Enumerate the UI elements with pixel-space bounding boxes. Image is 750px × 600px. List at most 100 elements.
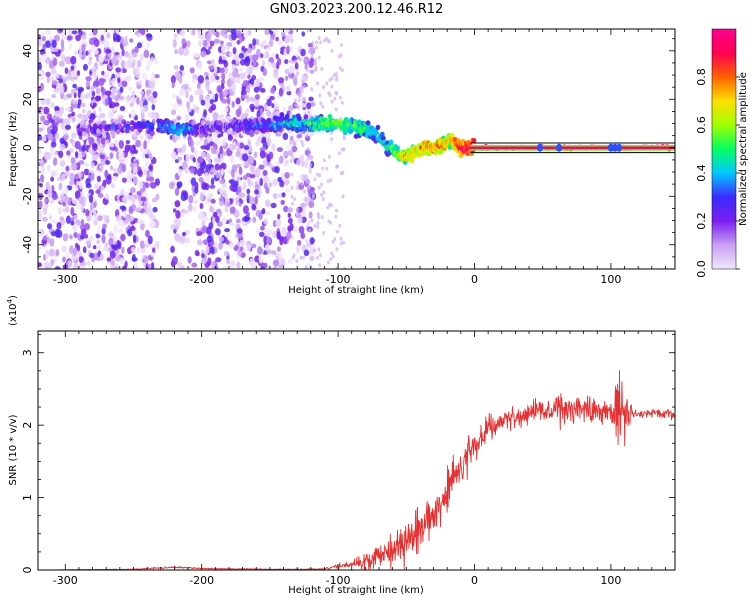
noise-point	[50, 145, 54, 153]
noise-point	[85, 178, 91, 187]
noise-point	[322, 190, 326, 195]
colorbar-tick-label: 0.2	[695, 212, 708, 230]
noise-point	[92, 212, 99, 221]
colorbar-label: Normalized spectral amplitude	[738, 72, 749, 226]
noise-point	[339, 241, 343, 246]
ridge-point	[296, 115, 302, 122]
noise-point	[329, 178, 333, 183]
noise-point	[120, 60, 126, 69]
x-tick-label: -100	[326, 273, 351, 286]
noise-point	[218, 55, 223, 63]
noise-point	[239, 72, 246, 80]
noise-point	[226, 202, 231, 207]
noise-point	[296, 180, 300, 185]
noise-point	[277, 57, 282, 66]
noise-point	[257, 246, 263, 255]
noise-point	[262, 67, 267, 77]
noise-point	[40, 98, 46, 106]
noise-point	[117, 76, 121, 83]
noise-point	[270, 202, 277, 209]
noise-point	[305, 179, 311, 184]
noise-point	[38, 245, 42, 253]
noise-point	[101, 234, 106, 244]
noise-point	[338, 95, 342, 100]
ridge-point	[277, 124, 283, 130]
x-tick-label: 100	[600, 273, 621, 286]
noise-point	[42, 216, 48, 222]
noise-point	[80, 205, 84, 213]
noise-point	[278, 87, 284, 97]
noise-point	[128, 206, 134, 215]
noise-point	[64, 170, 70, 177]
noise-point	[333, 96, 337, 101]
snr-panel: -300 -200 -100 0 100 0 1 2 3 Height of straight …	[6, 295, 676, 596]
noise-point	[109, 143, 115, 148]
noise-point	[290, 194, 294, 199]
y-tick-label: -20	[21, 187, 34, 205]
noise-point	[204, 175, 210, 182]
noise-point	[118, 139, 124, 149]
x-tick-label: -100	[326, 574, 351, 587]
y-tick-label: 0	[21, 567, 34, 574]
noise-point	[254, 94, 260, 100]
noise-point	[259, 87, 266, 93]
noise-point	[55, 249, 60, 257]
noise-point	[288, 32, 293, 41]
noise-point	[81, 44, 86, 53]
noise-point	[304, 63, 308, 70]
noise-point	[130, 246, 136, 252]
noise-point	[209, 74, 215, 83]
noise-point	[136, 32, 141, 38]
noise-point	[242, 175, 248, 181]
noise-point	[58, 60, 65, 67]
noise-point	[38, 69, 43, 75]
noise-point	[249, 164, 255, 173]
noise-point	[100, 185, 105, 191]
noise-point	[152, 58, 159, 65]
noise-point	[137, 180, 144, 190]
noise-point	[318, 173, 322, 178]
noise-point	[44, 197, 49, 205]
noise-point	[305, 238, 309, 244]
noise-point	[80, 228, 87, 236]
noise-point	[70, 65, 75, 71]
noise-point	[71, 162, 78, 171]
noise-point	[50, 102, 55, 108]
noise-point	[296, 104, 300, 109]
noise-point	[97, 137, 101, 146]
noise-point	[259, 150, 266, 159]
noise-point	[249, 258, 255, 267]
noise-point	[140, 196, 147, 202]
noise-point	[309, 255, 315, 261]
noise-point	[319, 101, 323, 106]
noise-point	[49, 238, 55, 247]
noise-point	[207, 60, 212, 65]
noise-point	[258, 76, 264, 82]
noise-point	[109, 101, 116, 109]
noise-point	[173, 33, 178, 39]
noise-point	[306, 29, 310, 33]
noise-point	[192, 29, 196, 36]
noise-point	[261, 136, 267, 143]
noise-point	[320, 215, 324, 220]
noise-point	[322, 38, 326, 43]
noise-point	[272, 259, 279, 267]
noise-point	[264, 229, 271, 237]
noise-point	[64, 124, 71, 130]
spectrogram-frame	[37, 28, 676, 270]
noise-point	[231, 101, 235, 108]
noise-point	[220, 40, 224, 46]
noise-point	[154, 74, 160, 79]
noise-point	[289, 159, 293, 164]
noise-point	[278, 251, 283, 260]
noise-point	[266, 137, 271, 147]
ridge-point	[81, 134, 87, 141]
noise-point	[109, 152, 114, 159]
noise-point	[82, 246, 87, 254]
noise-point	[140, 90, 145, 96]
noise-point	[74, 50, 78, 56]
noise-point	[229, 222, 235, 227]
noise-point	[94, 49, 99, 55]
noise-point	[130, 196, 136, 203]
noise-point	[300, 181, 304, 186]
